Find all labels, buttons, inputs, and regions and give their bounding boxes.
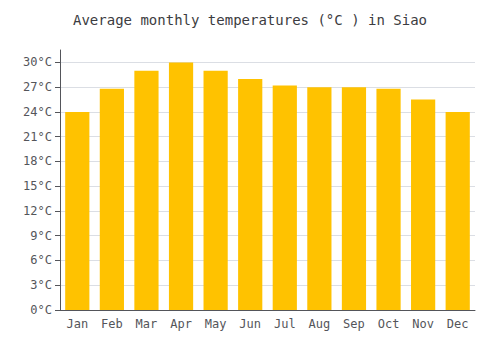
svg-text:Apr: Apr xyxy=(170,317,192,331)
svg-text:Jun: Jun xyxy=(239,317,261,331)
svg-text:27°C: 27°C xyxy=(23,80,52,94)
svg-text:May: May xyxy=(205,317,227,331)
svg-text:30°C: 30°C xyxy=(23,55,52,69)
svg-text:Dec: Dec xyxy=(447,317,469,331)
svg-text:18°C: 18°C xyxy=(23,154,52,168)
svg-text:Average monthly temperatures (: Average monthly temperatures (°C ) in Si… xyxy=(73,12,427,28)
svg-text:9°C: 9°C xyxy=(30,229,52,243)
svg-text:Sep: Sep xyxy=(343,317,365,331)
svg-text:15°C: 15°C xyxy=(23,179,52,193)
svg-text:21°C: 21°C xyxy=(23,130,52,144)
svg-text:Jan: Jan xyxy=(66,317,88,331)
svg-text:6°C: 6°C xyxy=(30,253,52,267)
svg-text:Oct: Oct xyxy=(378,317,400,331)
svg-text:Feb: Feb xyxy=(101,317,123,331)
svg-text:0°C: 0°C xyxy=(30,303,52,317)
svg-text:3°C: 3°C xyxy=(30,278,52,292)
svg-text:Jul: Jul xyxy=(274,317,296,331)
svg-text:Mar: Mar xyxy=(136,317,158,331)
svg-text:24°C: 24°C xyxy=(23,105,52,119)
svg-text:12°C: 12°C xyxy=(23,204,52,218)
svg-text:Nov: Nov xyxy=(412,317,434,331)
svg-text:Aug: Aug xyxy=(309,317,331,331)
